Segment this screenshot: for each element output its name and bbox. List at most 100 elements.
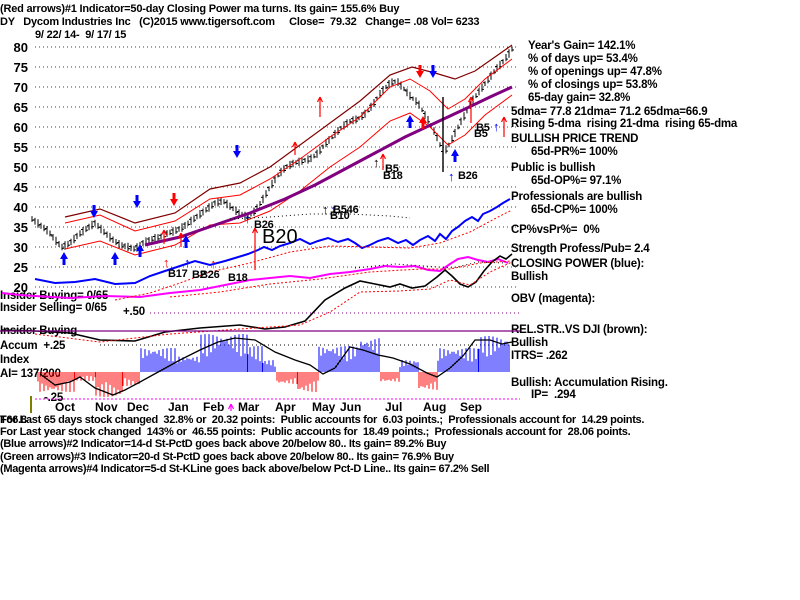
stat-line: IP= .294 <box>531 389 576 401</box>
price-tick-label: 25 <box>13 260 28 275</box>
left-margin-label: Insider Selling= 0/65 <box>0 302 107 314</box>
price-tick-label: 70 <box>13 80 28 95</box>
month-label: May <box>312 400 336 414</box>
upper_band-series <box>64 58 513 232</box>
red-up-arrow <box>177 232 185 247</box>
price-tick-label: 60 <box>13 120 28 135</box>
ma_purple_thick-series <box>144 85 513 247</box>
footer-line: For Last year stock changed 143% or 46.5… <box>0 426 631 438</box>
red-up-arrow <box>251 227 259 270</box>
blue-up-arrow <box>136 244 144 257</box>
stat-line: ITRS= .262 <box>511 350 568 362</box>
blue-up-arrow <box>406 115 414 128</box>
stat-line: 65-day gain= 32.8% <box>528 92 631 104</box>
price-tick-label: 80 <box>13 40 28 55</box>
blue-up-arrow: ↑ <box>244 211 251 226</box>
month-label: Aug <box>423 400 447 414</box>
blue-up-arrow <box>182 235 190 248</box>
left-margin-label: Accum +.25 <box>0 340 66 352</box>
price-tick-label: 35 <box>13 220 28 235</box>
blue-up-arrow <box>111 252 119 265</box>
stat-line: OBV (magenta): <box>511 293 596 305</box>
signal-label: B18 <box>228 272 248 284</box>
price-tick-label: 40 <box>13 200 28 215</box>
footer-line: (Green arrows)#3 Indicator=20-d St-PctD … <box>0 451 454 463</box>
blue-down-arrow <box>90 205 98 218</box>
signal-label: B18 <box>383 170 403 182</box>
red-up-arrow <box>291 141 299 155</box>
signal-label: B10 <box>330 210 350 222</box>
blue-up-arrow: ↑ <box>493 119 500 134</box>
stat-line: CP%vsPr%= 0% <box>511 224 600 236</box>
stat-line: % of openings up= 47.8% <box>528 66 662 78</box>
price-tick-label: 55 <box>13 140 28 155</box>
blue-up-arrow <box>60 252 68 265</box>
stat-line: Rising 5-dma rising 21-dma rising 65-dma <box>511 118 738 130</box>
signal-label: B20 <box>262 226 298 248</box>
date-range-label: 9/ 22/ 14- 9/ 17/ 15 <box>35 29 127 41</box>
footer-line: (Blue arrows)#2 Indicator=14-d St-PctD g… <box>0 438 447 450</box>
month-label: Oct <box>55 400 76 414</box>
stat-line: BULLISH PRICE TREND <box>511 133 639 145</box>
black-up-arrow: ↑ <box>322 202 329 217</box>
blue-down-arrow <box>133 195 141 208</box>
month-label: Feb <box>203 400 225 414</box>
outer_upper_band-series <box>64 44 513 224</box>
accum-ma-line <box>39 337 513 396</box>
month-label: Jun <box>340 400 362 414</box>
month-label: Apr <box>275 400 296 414</box>
magenta-up-arrow <box>227 403 235 411</box>
left-margin-label: +.50 <box>123 306 145 318</box>
blue-down-arrow <box>233 145 241 158</box>
stat-line: % of closings up= 53.8% <box>528 79 658 91</box>
stat-line: Bullish <box>511 337 548 349</box>
footer-overlap-value: T66.8 <box>0 414 27 426</box>
stat-line: Professionals are bullish <box>511 191 643 203</box>
red-up-arrow <box>316 96 324 117</box>
blue-down-arrow <box>429 65 437 78</box>
left-margin-label: Insider Buying <box>0 325 78 337</box>
blue-up-arrow: ↑ <box>448 169 455 184</box>
price-tick-label: 65 <box>13 100 28 115</box>
obv_ma_dotted-series <box>169 260 513 298</box>
indicator1-summary-line: (Red arrows)#1 Indicator=50-day Closing … <box>0 3 400 15</box>
month-label: Jul <box>385 400 403 414</box>
black-up-arrow: ↑ <box>373 155 380 170</box>
ticker-title-line: DY Dycom Industries Inc (C)2015 www.tige… <box>0 16 480 28</box>
footer-line: For Last 65 days stock changed 32.8% or … <box>0 414 645 426</box>
month-label: Dec <box>127 400 150 414</box>
stat-line: % of days up= 53.4% <box>528 53 638 65</box>
red-up-arrow <box>419 116 427 129</box>
signal-label: B17 <box>168 268 188 280</box>
month-label: Mar <box>238 400 260 414</box>
blue-up-arrow <box>451 149 459 162</box>
stat-line: Year's Gain= 142.1% <box>528 40 636 52</box>
signal-label: B5 <box>474 128 488 140</box>
month-label: Sep <box>460 400 483 414</box>
stat-line: Bullish: Accumulation Rising. <box>511 377 668 389</box>
cp_ma_dotted-series <box>114 209 513 301</box>
stat-line: Public is bullish <box>511 162 596 174</box>
stat-line: Bullish <box>511 271 548 283</box>
signal-label: B26 <box>200 269 220 281</box>
month-label: Nov <box>95 400 118 414</box>
red-up-arrow <box>160 229 168 244</box>
left-margin-label: -.25 <box>44 392 64 404</box>
price-tick-label: 75 <box>13 60 28 75</box>
black_dotted_lower-series <box>354 261 506 269</box>
red-down-arrow <box>170 193 178 206</box>
stat-line: REL.STR..VS DJI (brown): <box>511 324 648 336</box>
stat-line: Strength Profess/Pub= 2.4 <box>511 243 650 255</box>
price-tick-label: 30 <box>13 240 28 255</box>
stat-line: 65d-PR%= 100% <box>531 146 618 158</box>
red-down-arrow <box>416 65 424 78</box>
stat-line: 65d-OP%= 97.1% <box>531 175 622 187</box>
month-label: Jan <box>168 400 189 414</box>
red-up-arrow <box>467 96 475 123</box>
stat-line: 65d-CP%= 100% <box>531 204 618 216</box>
red-up-arrow <box>500 116 508 137</box>
price-tick-label: 45 <box>13 180 28 195</box>
signal-label: B26 <box>458 170 478 182</box>
